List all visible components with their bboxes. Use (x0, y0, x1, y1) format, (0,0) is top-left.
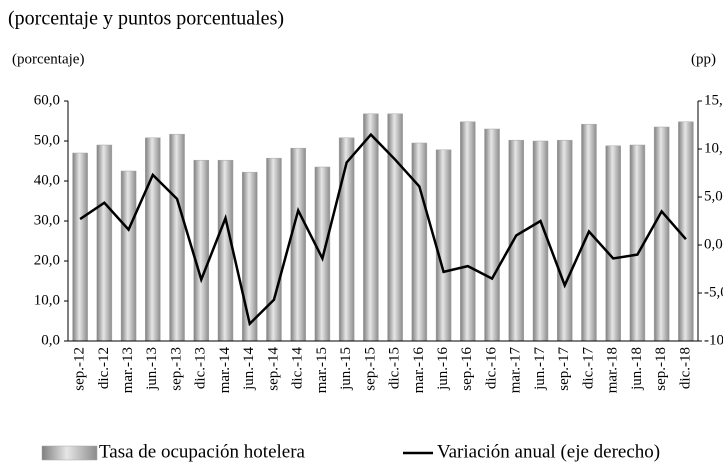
x-tick-label: mar.-14 (217, 347, 233, 394)
bar (72, 152, 88, 342)
x-tick-label: jun.-13 (144, 347, 160, 391)
x-tick-label: dic.-12 (96, 347, 112, 389)
bar (266, 157, 282, 342)
bar (556, 139, 573, 342)
x-tick-label: mar.-16 (411, 347, 427, 394)
x-tick-label: mar.-18 (605, 347, 621, 393)
x-tick-label: jun.-17 (532, 347, 548, 391)
x-tick-label: dic.-17 (580, 347, 596, 390)
x-tick-label: dic.-16 (483, 347, 499, 390)
bar (338, 137, 355, 342)
x-tick-label: jun.-18 (629, 347, 645, 391)
bar (169, 133, 185, 342)
y2-tick-label: 0,0 (704, 236, 723, 252)
bar (290, 147, 306, 342)
y-tick-label: 0,0 (41, 332, 60, 348)
y2-tick-label: 10,0 (704, 140, 723, 156)
x-tick-label: sep.-15 (362, 347, 378, 391)
bar (96, 144, 113, 342)
x-tick-label: dic.-14 (290, 347, 306, 390)
y2-tick-label: -10,0 (704, 332, 723, 348)
x-tick-label: sep.-12 (72, 347, 88, 391)
x-tick-label: sep.-17 (556, 347, 572, 391)
x-tick-label: jun.-16 (435, 347, 451, 391)
bar (435, 149, 452, 342)
bar (217, 159, 234, 342)
x-tick-label: dic.-15 (387, 347, 403, 389)
x-tick-label: sep.-14 (265, 347, 281, 391)
x-tick-label: mar.-13 (120, 347, 136, 393)
bar (653, 126, 670, 342)
x-tick-label: mar.-15 (314, 347, 330, 393)
legend-label: Tasa de ocupación hotelera (99, 441, 306, 462)
y2-tick-label: 5,0 (704, 188, 723, 204)
bar (145, 137, 161, 342)
bar (460, 121, 476, 342)
bar (532, 140, 549, 342)
y-tick-label: 20,0 (34, 252, 60, 268)
bar (241, 171, 258, 342)
bar (484, 128, 500, 342)
line (79, 132, 687, 327)
y2-tick-label: -5,0 (704, 284, 723, 300)
bar (120, 170, 137, 342)
bar (363, 113, 379, 342)
x-tick-label: jun.-14 (241, 347, 257, 391)
bar (411, 142, 428, 342)
y-tick-label: 30,0 (34, 212, 60, 228)
y-axis-label: (porcentaje) (12, 51, 84, 67)
x-tick-label: dic.-18 (677, 347, 693, 389)
y-tick-label: 60,0 (34, 92, 60, 108)
legend-swatch (41, 445, 98, 461)
bar (508, 139, 525, 342)
y-tick-label: 40,0 (34, 172, 60, 188)
x-tick-label: sep.-18 (653, 347, 669, 391)
y2-axis-label: (pp) (691, 51, 716, 67)
x-tick-label: mar.-17 (508, 347, 524, 394)
x-tick-label: dic.-13 (193, 347, 209, 389)
x-tick-label: sep.-16 (459, 347, 475, 391)
legend-label: Variación anual (eje derecho) (437, 441, 660, 462)
y-tick-label: 10,0 (34, 292, 60, 308)
x-tick-label: sep.-13 (168, 347, 184, 391)
y2-tick-label: 15,0 (704, 92, 723, 108)
bar (193, 159, 210, 342)
x-tick-label: jun.-15 (338, 347, 354, 391)
bar (387, 113, 403, 342)
y-tick-label: 50,0 (34, 132, 60, 148)
bar (605, 145, 621, 342)
chart-subtitle: (porcentaje y puntos porcentuales) (8, 8, 284, 30)
